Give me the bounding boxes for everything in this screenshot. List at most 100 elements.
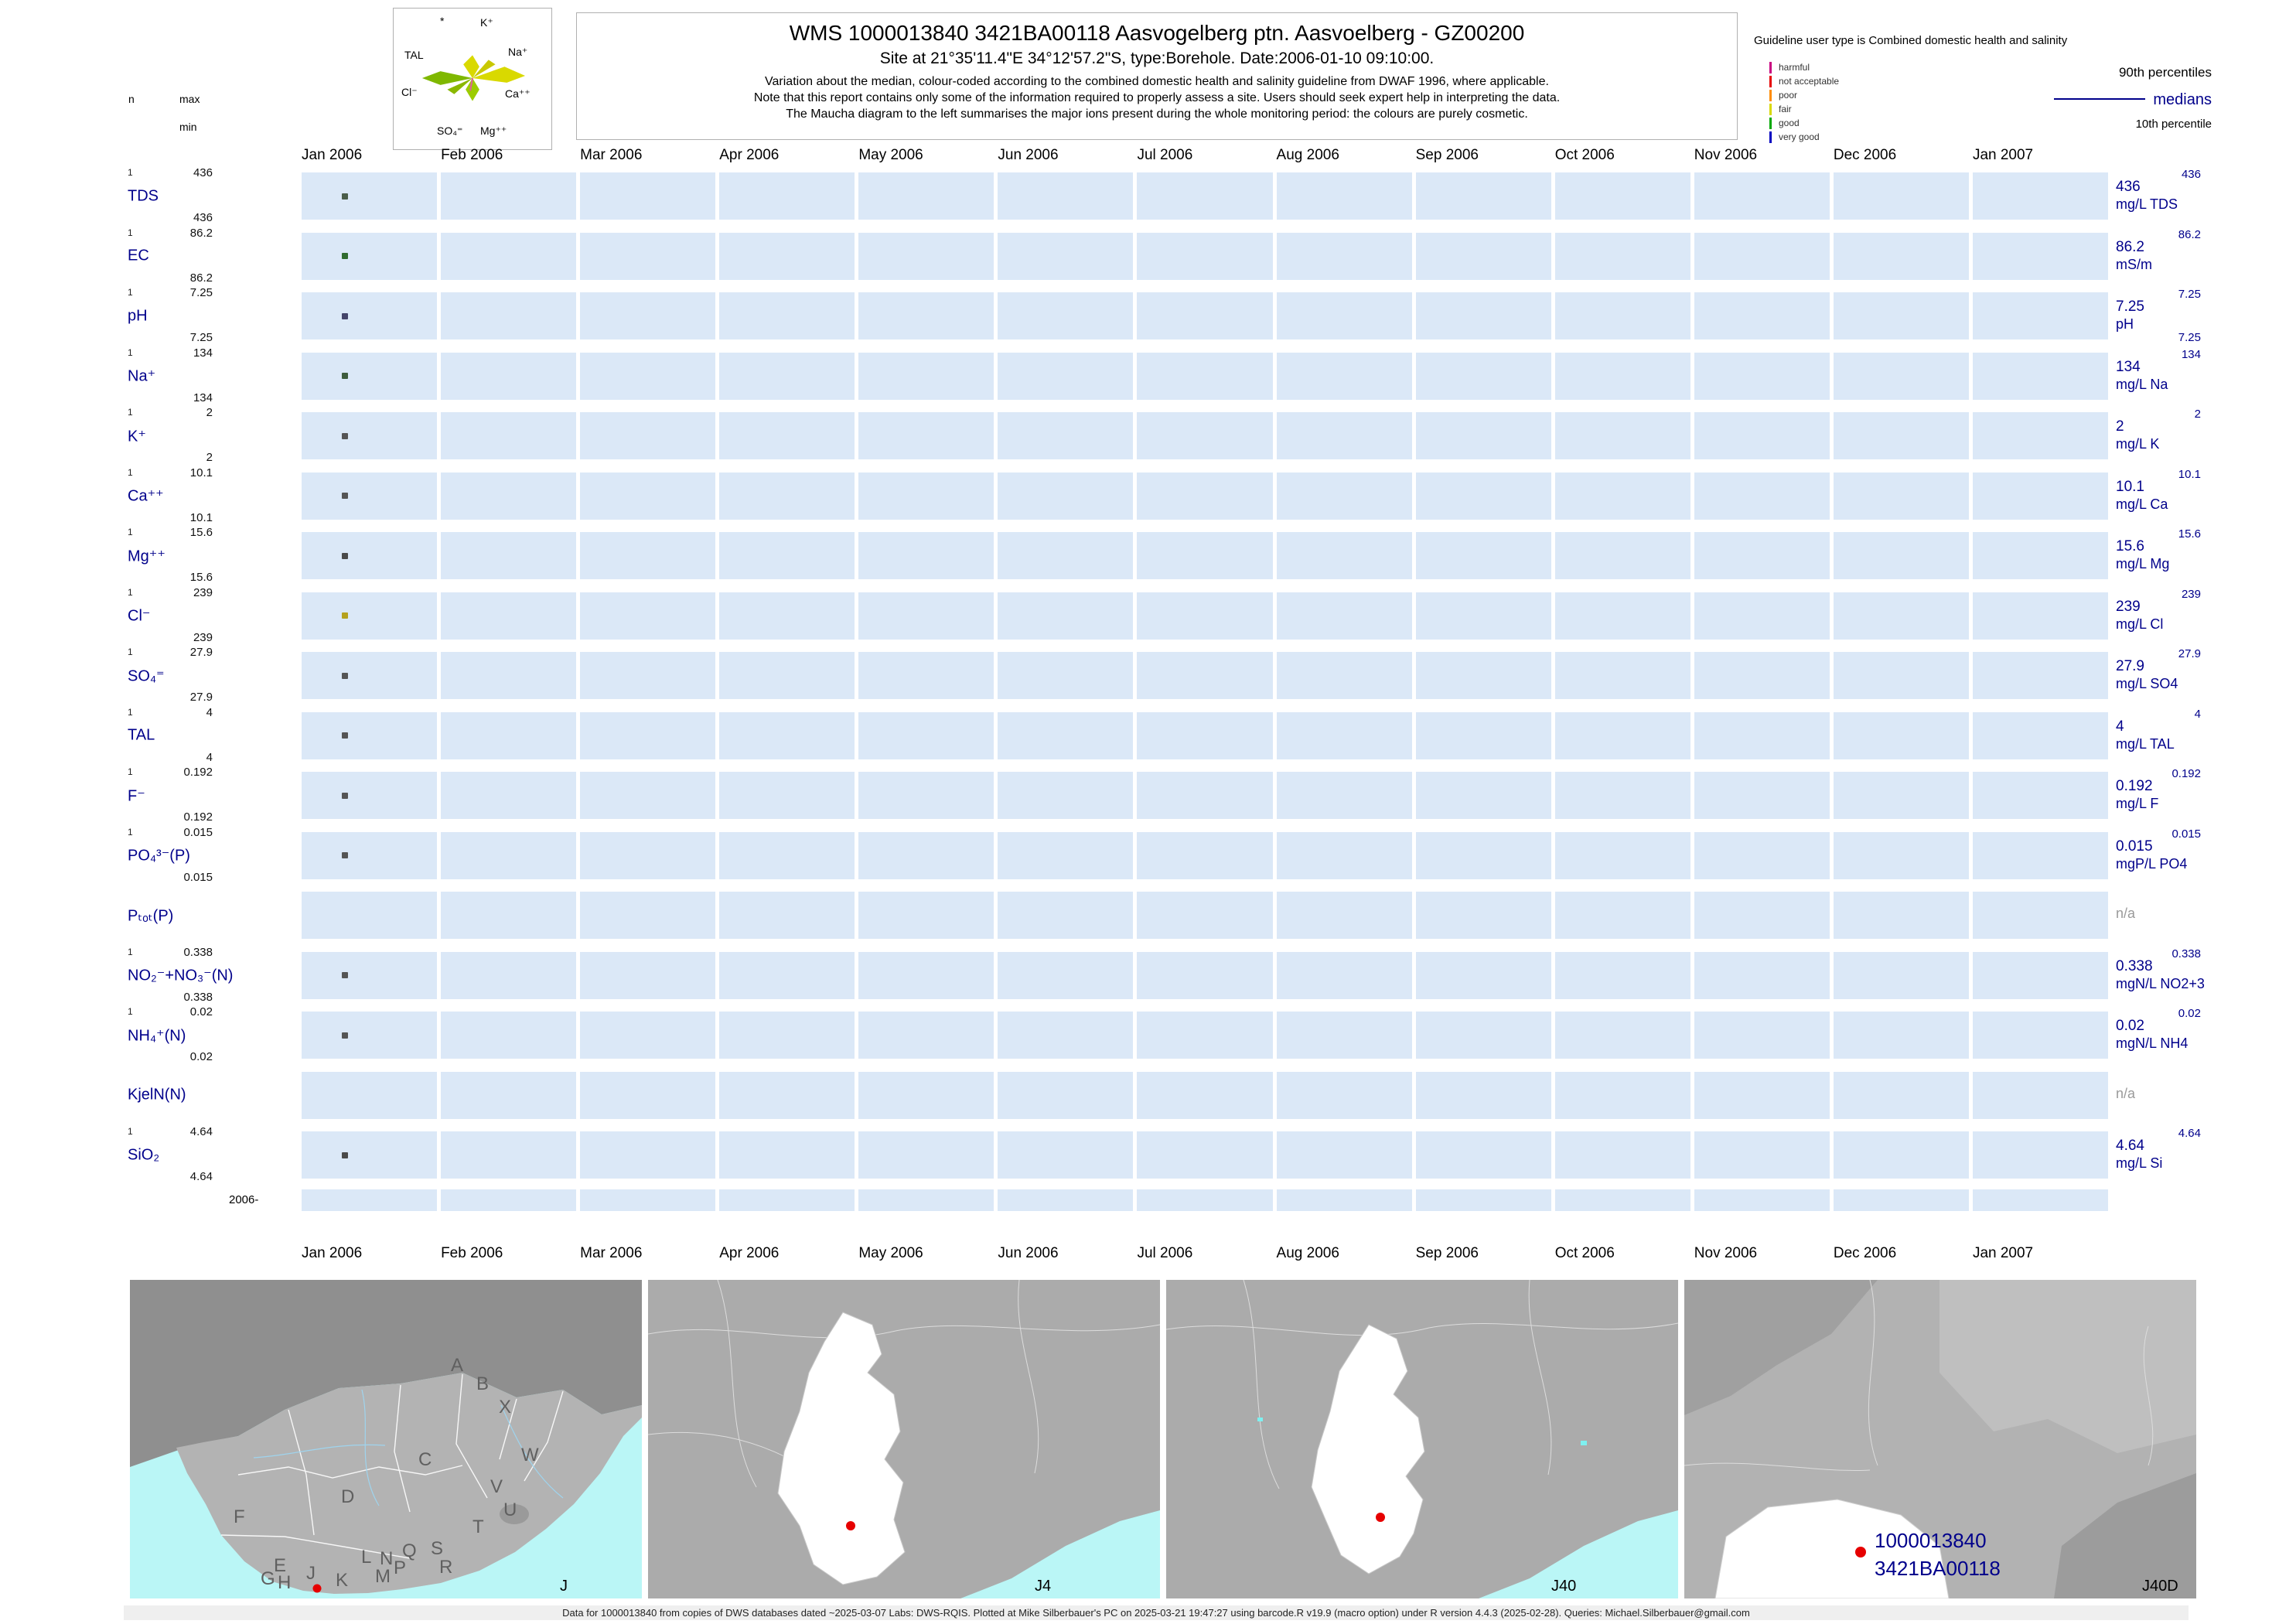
p90-value: 0.02 bbox=[2178, 1007, 2201, 1020]
month-label: Jan 2006 bbox=[302, 1245, 363, 1261]
wma-letter-H: H bbox=[278, 1572, 291, 1593]
month-band bbox=[858, 472, 994, 520]
sample-count: 1 bbox=[128, 407, 133, 418]
month-band bbox=[302, 532, 438, 579]
month-band bbox=[1554, 592, 1690, 640]
month-band bbox=[1972, 1131, 2109, 1179]
na-label: n/a bbox=[2116, 906, 2136, 921]
unit-label: mgN/L NO2+3 bbox=[2116, 975, 2205, 991]
p90-value: 4.64 bbox=[2178, 1127, 2201, 1140]
month-band bbox=[1972, 352, 2109, 400]
month-band bbox=[580, 592, 716, 640]
month-band bbox=[719, 532, 855, 579]
median-block: 15.6 mg/L Mg bbox=[2116, 537, 2169, 573]
month-band bbox=[1554, 232, 1690, 280]
month-band bbox=[441, 892, 577, 939]
p90-value: 0.192 bbox=[2171, 767, 2201, 780]
min-value: 0.192 bbox=[183, 810, 213, 824]
month-band bbox=[1833, 711, 1969, 759]
min-value: 4.64 bbox=[189, 1170, 213, 1183]
year-axis-strip bbox=[302, 1189, 2109, 1211]
median-block: 436 mg/L TDS bbox=[2116, 178, 2178, 213]
max-value: 436 bbox=[193, 166, 213, 179]
wma-letter-F: F bbox=[234, 1506, 245, 1527]
month-band bbox=[441, 1012, 577, 1059]
maucha-diagram: * K⁺ TAL Na⁺ Cl⁻ Ca⁺⁺ SO₄⁼ Mg⁺⁺ bbox=[393, 8, 552, 150]
median-value: 7.25 bbox=[2116, 299, 2144, 315]
month-label: Feb 2006 bbox=[441, 1245, 503, 1261]
rivers bbox=[253, 1389, 564, 1506]
month-label: Jun 2006 bbox=[998, 147, 1059, 163]
month-band bbox=[998, 951, 1134, 999]
wma-letter-B: B bbox=[476, 1373, 489, 1394]
month-band bbox=[1276, 951, 1412, 999]
month-band bbox=[998, 292, 1134, 339]
maucha-cl-label: Cl⁻ bbox=[401, 86, 418, 98]
guideline-class-swatch bbox=[1769, 117, 1772, 129]
median-value: 4 bbox=[2116, 718, 2124, 735]
month-band bbox=[302, 1131, 438, 1179]
wma-letter-K: K bbox=[336, 1570, 348, 1591]
month-band bbox=[1415, 772, 1551, 819]
year-band bbox=[441, 1189, 577, 1211]
sample-count: 1 bbox=[128, 227, 133, 238]
month-band bbox=[1415, 951, 1551, 999]
param-name: SiO₂ bbox=[128, 1146, 160, 1163]
site-marker bbox=[1855, 1547, 1866, 1557]
data-point-ca bbox=[342, 493, 349, 499]
month-band bbox=[1972, 232, 2109, 280]
wma-letter-L: L bbox=[361, 1547, 371, 1568]
data-point-no23 bbox=[342, 972, 349, 978]
month-band bbox=[1972, 831, 2109, 879]
month-band bbox=[1972, 1012, 2109, 1059]
month-band bbox=[1415, 1071, 1551, 1119]
median-value: 0.192 bbox=[2116, 778, 2153, 794]
sample-count: 1 bbox=[128, 766, 133, 777]
param-name: PO₄³⁻(P) bbox=[128, 847, 190, 865]
sample-count: 1 bbox=[128, 586, 133, 598]
sample-count: 1 bbox=[128, 287, 133, 298]
param-row-ca: 1 10.1 10.1 Ca⁺⁺ 10.1 10.1 mg/L Ca bbox=[124, 466, 2227, 526]
month-band bbox=[1694, 772, 1830, 819]
param-row-po4: 1 0.015 0.015 PO₄³⁻(P) 0.015 0.015 mgP/L PO4 bbox=[124, 826, 2227, 885]
footer-provenance: Data for 1000013840 from copies of DWS d… bbox=[124, 1605, 2189, 1620]
month-band bbox=[998, 1012, 1134, 1059]
p90-value: 0.015 bbox=[2171, 827, 2201, 841]
neighbouring-countries bbox=[130, 1280, 642, 1467]
stats-header-min: min bbox=[179, 121, 197, 133]
guideline-class-swatch bbox=[1769, 131, 1772, 143]
month-label: Jan 2007 bbox=[1972, 147, 2034, 163]
month-label: Sep 2006 bbox=[1415, 147, 1479, 163]
month-bands bbox=[302, 1071, 2109, 1119]
month-band bbox=[580, 352, 716, 400]
unit-label: mg/L TAL bbox=[2116, 735, 2175, 752]
data-point-cl bbox=[342, 612, 349, 619]
p90-value: 27.9 bbox=[2178, 647, 2201, 660]
boundary-lines bbox=[1166, 1280, 1678, 1489]
catchment-highlight bbox=[1714, 1499, 1950, 1598]
month-band bbox=[441, 1071, 577, 1119]
median-block: 4.64 mg/L Si bbox=[2116, 1137, 2162, 1172]
month-label: Jun 2006 bbox=[998, 1245, 1059, 1261]
year-band bbox=[998, 1189, 1134, 1211]
maucha-mg-label: Mg⁺⁺ bbox=[480, 125, 507, 137]
year-band bbox=[858, 1189, 994, 1211]
month-band bbox=[1415, 412, 1551, 459]
year-band bbox=[1554, 1189, 1690, 1211]
min-value: 239 bbox=[193, 630, 213, 644]
month-label: Mar 2006 bbox=[580, 1245, 643, 1261]
param-name: K⁺ bbox=[128, 428, 146, 445]
p90-value: 239 bbox=[2181, 587, 2201, 601]
month-band bbox=[1833, 592, 1969, 640]
maucha-ca-label: Ca⁺⁺ bbox=[505, 87, 531, 100]
month-band bbox=[719, 772, 855, 819]
month-band bbox=[719, 232, 855, 280]
month-band bbox=[719, 172, 855, 220]
guideline-class-swatch bbox=[1769, 75, 1772, 87]
wma-letter-R: R bbox=[439, 1557, 452, 1578]
map-panel-label: J bbox=[560, 1578, 568, 1595]
month-band bbox=[1415, 472, 1551, 520]
month-band bbox=[1972, 892, 2109, 939]
month-band bbox=[1276, 592, 1412, 640]
unit-label: pH bbox=[2116, 316, 2134, 332]
